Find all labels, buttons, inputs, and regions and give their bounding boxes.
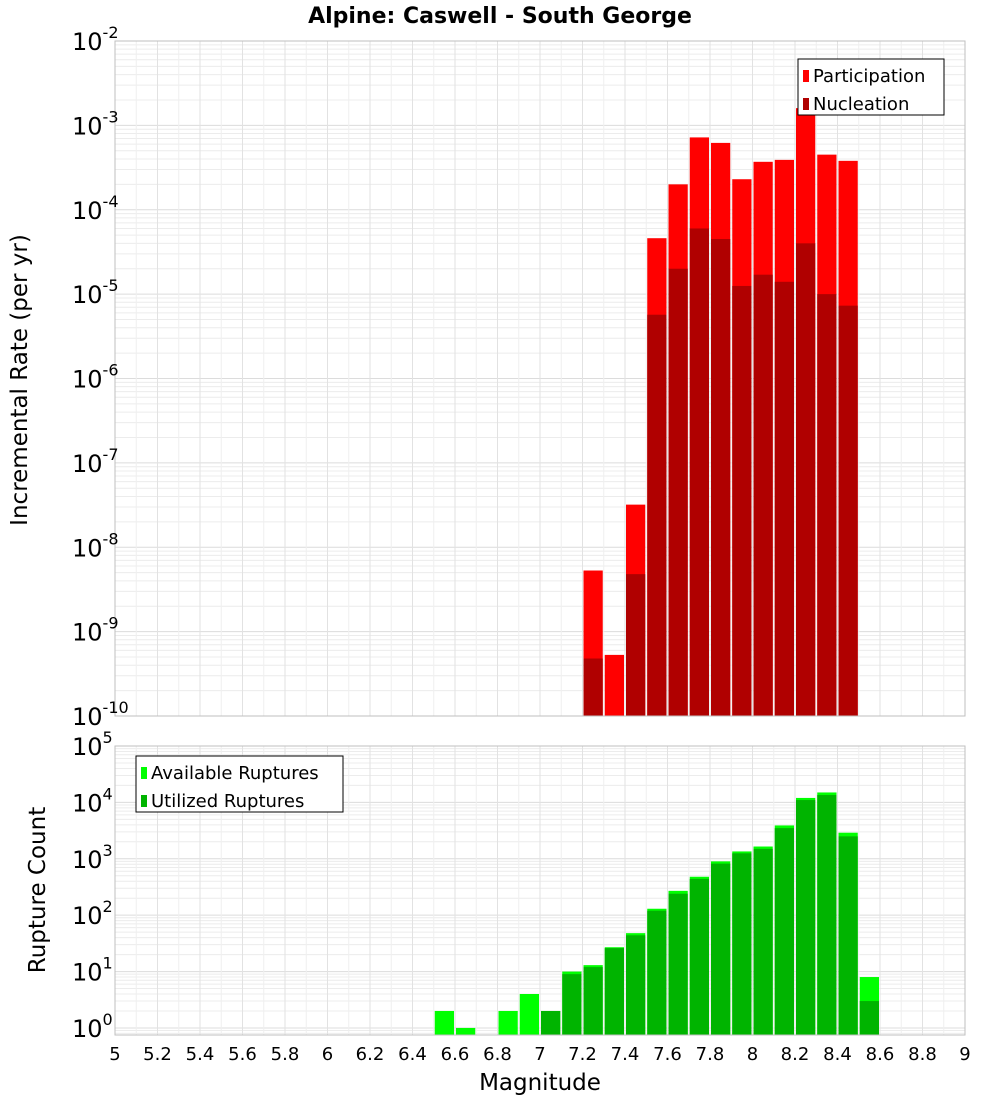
bar	[626, 574, 646, 716]
y-tick-label: 105	[72, 728, 113, 761]
bar	[626, 935, 646, 1035]
bar	[562, 974, 582, 1035]
x-tick-label: 6.4	[398, 1044, 427, 1065]
bars-rate	[583, 108, 858, 717]
y-axis-label-count: Rupture Count	[25, 807, 51, 973]
y-tick-label: 10-3	[72, 107, 119, 140]
y-tick-label: 10-6	[72, 361, 119, 394]
bar	[689, 228, 709, 716]
x-tick-label: 8.2	[781, 1044, 810, 1065]
y-ticks-rate: 10-10 10-9 10-8 10-7 10-6 10-5 10-4 10-3 10-2	[72, 23, 129, 731]
x-tick-label: 5.2	[143, 1044, 172, 1065]
x-tick-label: 8	[747, 1044, 758, 1065]
bar	[753, 274, 773, 716]
y-tick-label: 10-4	[72, 192, 119, 225]
legend-swatch	[141, 795, 147, 807]
x-tick-label: 7	[534, 1044, 545, 1065]
series-nucleation	[583, 228, 858, 717]
legend-box	[797, 58, 945, 116]
series-utilized-ruptures	[541, 795, 879, 1035]
y-tick-label: 10-2	[72, 23, 119, 56]
bar	[711, 239, 731, 716]
bar	[796, 800, 816, 1035]
y-tick-label: 10-8	[72, 529, 119, 562]
chart-title: Alpine: Caswell - South George	[308, 4, 692, 29]
bar	[604, 948, 624, 1035]
y-axis-label-rate: Incremental Rate (per yr)	[7, 234, 33, 526]
plot-frame-rate	[114, 40, 966, 717]
bar	[434, 1010, 454, 1035]
bar	[711, 863, 731, 1035]
bars-count	[434, 792, 879, 1035]
legend-count: Available Ruptures Utilized Ruptures	[135, 755, 344, 813]
legend-label: Utilized Ruptures	[151, 791, 304, 812]
x-tick-label: 5.6	[228, 1044, 257, 1065]
bar	[753, 848, 773, 1035]
bar	[774, 828, 794, 1035]
legend-swatch	[803, 98, 809, 110]
bar	[774, 281, 794, 716]
legend-label: Participation	[813, 66, 925, 87]
top-panel: 10-10 10-9 10-8 10-7 10-6 10-5 10-4 10-3 10-2 Par…	[72, 23, 966, 731]
bar	[541, 1010, 561, 1035]
bar	[817, 795, 837, 1035]
bar	[604, 654, 624, 716]
bar	[838, 305, 858, 716]
y-tick-label: 102	[72, 897, 113, 930]
bar	[583, 967, 603, 1035]
bar	[668, 268, 688, 716]
x-tick-label: 7.4	[611, 1044, 640, 1065]
legend-label: Available Ruptures	[151, 763, 319, 784]
x-tick-label: 6.8	[483, 1044, 512, 1065]
x-axis-label: Magnitude	[479, 1070, 601, 1096]
y-tick-label: 10-9	[72, 614, 119, 647]
legend-label: Nucleation	[813, 94, 909, 115]
bar	[838, 836, 858, 1035]
y-tick-label: 101	[72, 954, 113, 987]
x-tick-label: 7.6	[653, 1044, 682, 1065]
x-tick-label: 8.4	[823, 1044, 852, 1065]
bottom-panel: 100 101 102 103 104 105 Available Ruptures Util…	[72, 728, 971, 1065]
x-tick-label: 8.6	[866, 1044, 895, 1065]
bar	[796, 243, 816, 717]
legend-swatch	[141, 767, 147, 779]
bar	[498, 1010, 518, 1035]
x-tick-label: 6.2	[356, 1044, 385, 1065]
bar	[689, 878, 709, 1035]
bar	[817, 294, 837, 716]
legend-box	[135, 755, 344, 813]
y-tick-label: 10-10	[72, 698, 129, 731]
plot-frame-count	[114, 745, 966, 1036]
bar	[647, 314, 667, 716]
bar	[456, 1027, 476, 1035]
bar	[859, 1001, 879, 1035]
y-tick-label: 103	[72, 841, 113, 874]
grid-rate	[114, 41, 966, 717]
bar	[519, 994, 539, 1035]
legend-rate: Participation Nucleation	[797, 58, 945, 116]
x-tick-label: 7.8	[696, 1044, 725, 1065]
bar	[732, 853, 752, 1035]
bar	[583, 658, 603, 716]
x-tick-label: 6.6	[441, 1044, 470, 1065]
grid-count	[114, 746, 966, 1035]
x-tick-label: 5.4	[186, 1044, 215, 1065]
x-tick-label: 9	[959, 1044, 970, 1065]
y-tick-label: 10-7	[72, 445, 119, 478]
y-tick-label: 104	[72, 784, 113, 817]
y-tick-label: 10-5	[72, 276, 119, 309]
y-tick-label: 100	[72, 1010, 113, 1043]
x-tick-label: 5.8	[271, 1044, 300, 1065]
bar	[668, 893, 688, 1035]
x-tick-label: 7.2	[568, 1044, 597, 1065]
x-tick-label: 8.8	[908, 1044, 937, 1065]
legend-swatch	[803, 70, 809, 82]
x-tick-label: 6	[322, 1044, 333, 1065]
bar	[732, 285, 752, 716]
x-ticks: 5 5.2 5.4 5.6 5.8 6 6.2 6.4 6.6 6.8 7 7.2 7.4 7.6 7.8 8…	[109, 1044, 970, 1065]
y-ticks-count: 100 101 102 103 104 105	[72, 728, 113, 1043]
bar	[647, 910, 667, 1035]
x-tick-label: 5	[109, 1044, 120, 1065]
